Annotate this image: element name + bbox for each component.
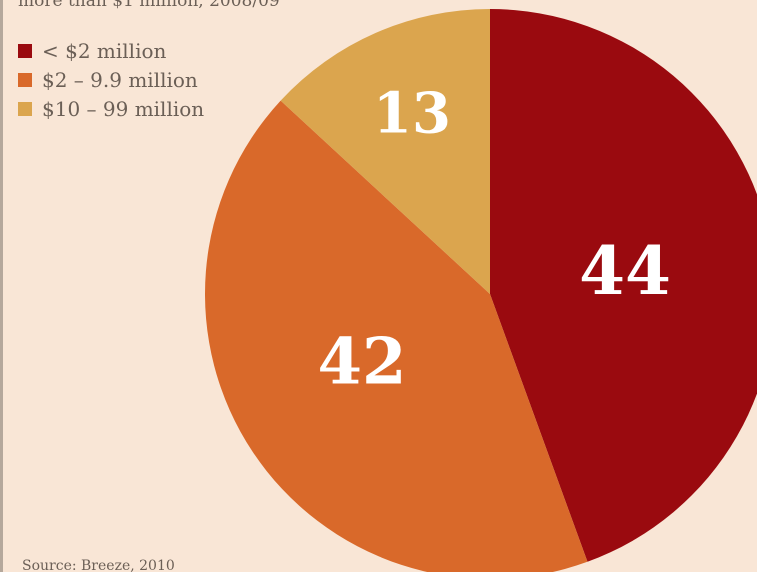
pie-slice <box>205 100 588 572</box>
left-border <box>0 0 3 572</box>
legend-item: $10 – 99 million <box>18 94 204 123</box>
legend-item: < $2 million <box>18 36 204 65</box>
legend-label: $10 – 99 million <box>42 96 205 121</box>
legend-swatch <box>18 43 32 58</box>
legend-label: < $2 million <box>42 38 167 63</box>
slice-value-label: 44 <box>579 232 671 310</box>
legend-label: $2 – 9.9 million <box>42 67 198 92</box>
chart-subtitle: more than $1 million, 2008/09 <box>18 0 280 11</box>
slice-value-label: 13 <box>373 81 451 147</box>
pie-slice <box>490 9 757 562</box>
legend: < $2 million $2 – 9.9 million $10 – 99 m… <box>18 36 204 123</box>
legend-swatch <box>18 72 32 87</box>
pie-slice <box>280 9 490 294</box>
legend-item: $2 – 9.9 million <box>18 65 204 94</box>
slice-value-label: 42 <box>317 325 406 400</box>
source-note: Source: Breeze, 2010 <box>22 558 175 572</box>
legend-swatch <box>18 101 32 116</box>
